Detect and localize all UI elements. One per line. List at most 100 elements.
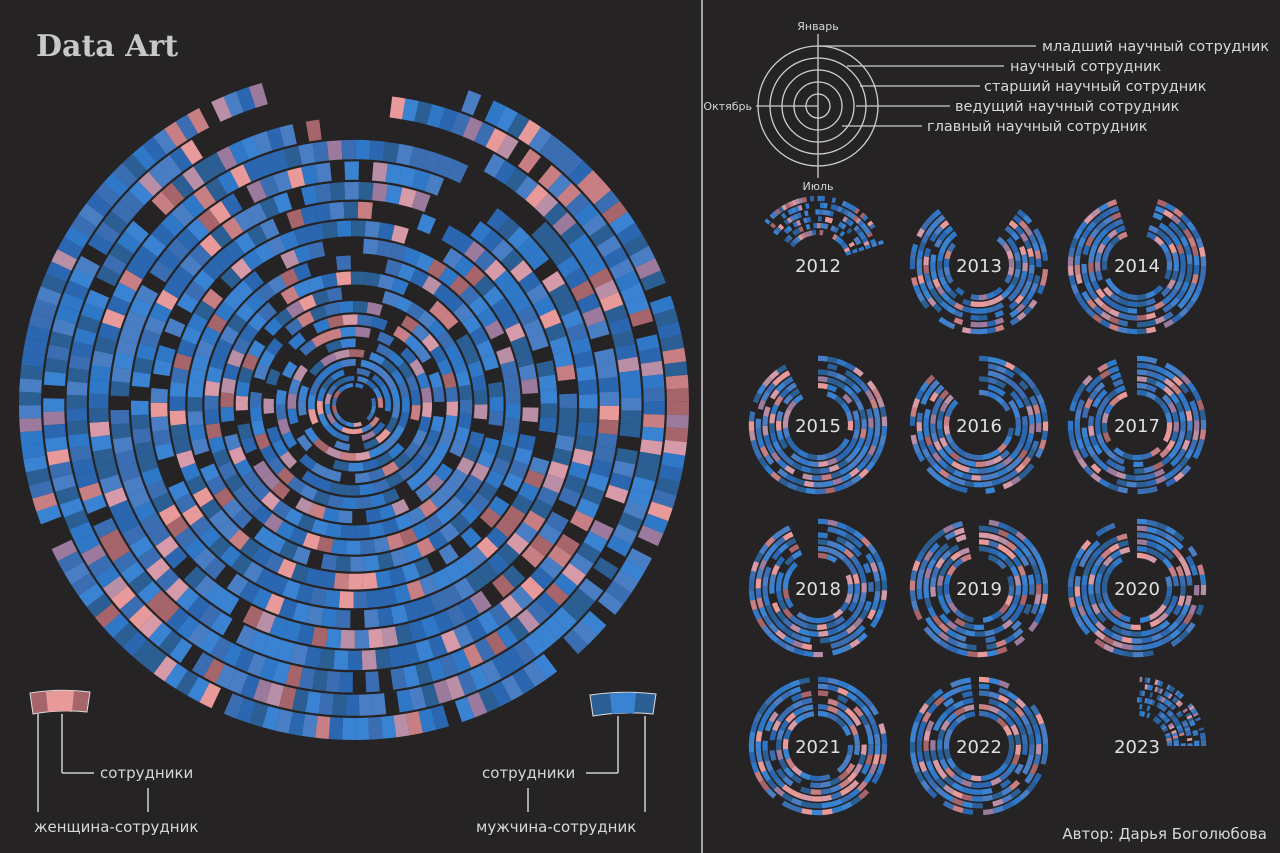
arc-segment [953, 309, 964, 318]
arc-segment [810, 789, 822, 795]
arc-segment [993, 294, 1004, 304]
arc-segment [1146, 554, 1158, 564]
arc-segment [397, 463, 416, 481]
arc-segment [500, 360, 518, 378]
arc-segment [204, 152, 227, 177]
arc-segment [1080, 539, 1092, 551]
arc-segment [775, 208, 782, 215]
arc-segment [785, 712, 797, 723]
arc-segment [987, 326, 997, 334]
arc-segment [531, 221, 556, 245]
arc-segment [355, 524, 371, 539]
arc-segment [1177, 271, 1186, 283]
arc-segment [1029, 545, 1040, 557]
arc-segment [749, 570, 757, 582]
arc-segment [982, 808, 994, 816]
arc-segment [947, 242, 956, 253]
arc-segment [774, 777, 786, 789]
arc-segment [89, 421, 111, 438]
arc-segment [860, 222, 867, 230]
arc-segment [345, 540, 361, 555]
arc-segment [816, 623, 828, 630]
arc-segment [755, 751, 763, 763]
arc-segment [1068, 246, 1076, 257]
arc-segment [69, 521, 95, 543]
arc-segment [596, 432, 618, 450]
arc-segment [954, 617, 966, 628]
arc-segment [563, 474, 586, 494]
arc-segment [782, 617, 793, 628]
arc-segment [1146, 526, 1158, 535]
arc-segment [946, 564, 957, 576]
arc-segment [393, 452, 411, 469]
arc-segment [866, 231, 873, 238]
arc-segment [666, 388, 689, 403]
arc-segment [1105, 449, 1117, 460]
arc-segment [620, 410, 642, 425]
arc-segment [1112, 647, 1124, 656]
arc-segment [484, 259, 507, 282]
arc-segment [615, 343, 638, 361]
arc-segment [1195, 604, 1204, 616]
arc-segment [1181, 719, 1188, 725]
year-label: 2022 [956, 737, 1002, 758]
arc-segment [1160, 627, 1172, 638]
arc-segment [943, 584, 950, 595]
arc-segment [844, 532, 856, 543]
arc-segment [280, 268, 299, 288]
arc-segment [32, 298, 58, 318]
arc-segment [102, 575, 128, 600]
arc-segment [1178, 410, 1186, 422]
arc-segment [1131, 638, 1143, 644]
arc-segment [771, 564, 780, 576]
arc-segment [381, 461, 399, 477]
arc-segment [433, 440, 450, 459]
arc-segment [937, 419, 943, 430]
arc-segment [789, 686, 802, 695]
arc-segment [318, 692, 334, 716]
arc-segment [363, 437, 380, 450]
arc-segment [188, 367, 207, 385]
arc-segment [962, 697, 974, 705]
arc-segment [369, 351, 386, 366]
arc-segment [791, 461, 803, 471]
arc-segment [783, 408, 792, 420]
arc-segment [140, 512, 164, 535]
arc-segment [615, 447, 638, 465]
arc-segment [570, 280, 595, 302]
arc-segment [929, 232, 939, 243]
arc-segment [783, 635, 795, 645]
arc-segment [1098, 202, 1109, 213]
arc-segment [226, 573, 249, 597]
arc-segment [823, 223, 829, 230]
arc-segment [1135, 474, 1146, 481]
arc-segment [548, 142, 574, 169]
arc-segment [393, 584, 412, 604]
arc-segment [990, 448, 1001, 458]
arc-segment [775, 620, 786, 631]
arc-segment [187, 107, 210, 134]
arc-segment [436, 358, 453, 376]
legend-male-employees-label: сотрудники [482, 764, 575, 782]
arc-segment [1099, 319, 1111, 329]
arc-segment [502, 472, 524, 492]
arc-segment [1008, 300, 1019, 310]
arc-segment [1012, 714, 1023, 727]
arc-segment [931, 566, 940, 578]
arc-segment [582, 213, 607, 237]
arc-segment [1088, 584, 1094, 595]
arc-segment [1022, 537, 1034, 549]
arc-segment [515, 521, 538, 544]
arc-segment [979, 355, 989, 362]
arc-segment [1026, 754, 1034, 766]
arc-segment [1173, 743, 1179, 747]
arc-segment [418, 708, 437, 733]
arc-segment [164, 317, 186, 338]
arc-segment [867, 733, 874, 745]
arc-segment [768, 622, 779, 634]
arc-segment [915, 389, 925, 400]
arc-segment [993, 625, 1005, 634]
arc-segment [846, 227, 853, 235]
arc-segment [216, 146, 238, 171]
arc-segment [1017, 723, 1027, 736]
